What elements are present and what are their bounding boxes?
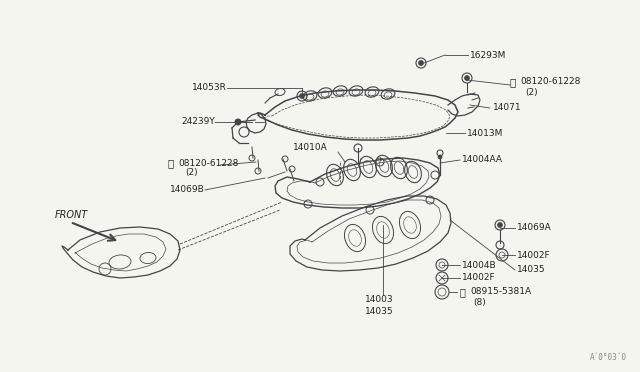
Text: (2): (2) — [185, 169, 198, 177]
Text: 14013M: 14013M — [467, 128, 504, 138]
Text: 14002F: 14002F — [517, 250, 550, 260]
Text: FRONT: FRONT — [55, 210, 88, 220]
Circle shape — [465, 76, 470, 80]
Text: 14010A: 14010A — [293, 144, 328, 153]
Text: 08915-5381A: 08915-5381A — [470, 288, 531, 296]
Text: A´0°03´0: A´0°03´0 — [590, 353, 627, 362]
Circle shape — [438, 155, 442, 159]
Text: 14035: 14035 — [517, 266, 546, 275]
Text: 14071: 14071 — [493, 103, 522, 112]
Text: (2): (2) — [525, 87, 538, 96]
Text: 08120-61228: 08120-61228 — [520, 77, 580, 87]
Text: 14004B: 14004B — [462, 260, 497, 269]
Circle shape — [235, 119, 241, 125]
Text: 14035: 14035 — [365, 308, 394, 317]
Text: 14002F: 14002F — [462, 273, 495, 282]
Text: 08120-61228: 08120-61228 — [178, 158, 238, 167]
Text: 14003: 14003 — [365, 295, 394, 305]
Text: (8): (8) — [473, 298, 486, 307]
Text: Ⓦ: Ⓦ — [460, 287, 466, 297]
Text: 14053R: 14053R — [192, 83, 227, 93]
Text: Ⓑ: Ⓑ — [510, 77, 516, 87]
Text: 14069B: 14069B — [170, 186, 205, 195]
Text: 24239Y: 24239Y — [181, 118, 215, 126]
Text: 16293M: 16293M — [470, 51, 506, 60]
Text: Ⓑ: Ⓑ — [168, 158, 174, 168]
Text: 14004AA: 14004AA — [462, 155, 503, 164]
Circle shape — [300, 93, 305, 99]
Text: 14069A: 14069A — [517, 224, 552, 232]
Circle shape — [419, 61, 424, 65]
Circle shape — [497, 222, 502, 228]
